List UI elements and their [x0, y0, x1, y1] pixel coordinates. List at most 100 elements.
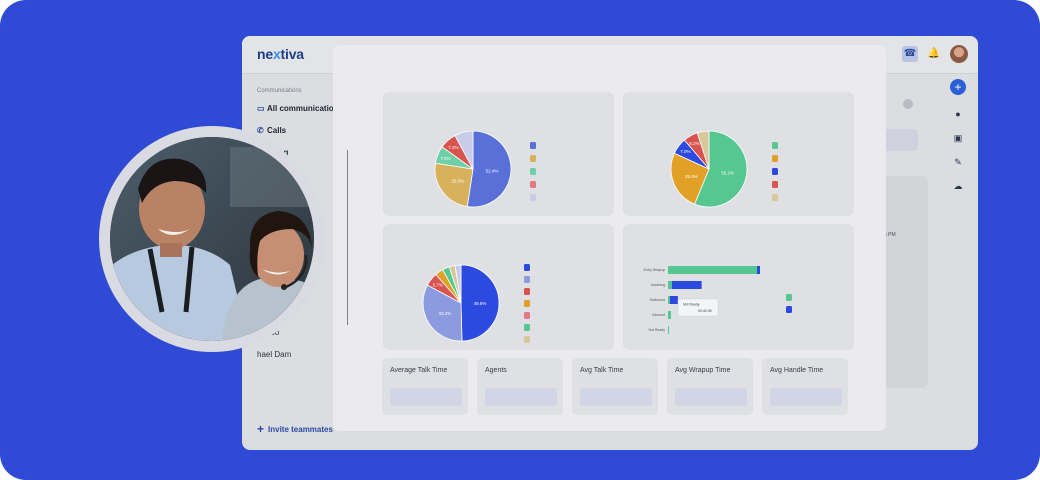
stat-card-avg-wrapup-time: Avg Wrapup Time: [667, 358, 753, 415]
pie-slice[interactable]: [454, 130, 474, 170]
divider: [347, 150, 348, 325]
bar-category-label: Entry Wrapup: [644, 268, 665, 272]
tooltip: [677, 298, 719, 317]
bar-segment-blue[interactable]: [669, 296, 678, 304]
legend-swatch[interactable]: [524, 300, 530, 307]
plus-icon: +: [257, 422, 265, 436]
tooltip-title: Not Ready: [683, 303, 700, 307]
bar-segment-blue[interactable]: [671, 281, 702, 289]
slice-label: 52.4%: [486, 168, 499, 173]
attachment-icon[interactable]: ✎: [954, 157, 962, 167]
legend-swatch[interactable]: [772, 168, 778, 175]
bar-category-label: Not Ready: [648, 328, 665, 332]
stat-value-placeholder: [390, 388, 462, 406]
pie-card-2: 56.2% 25.6% 7.0% 6.2%: [623, 92, 854, 216]
slice-label: 25.0%: [451, 178, 464, 183]
avatar[interactable]: [950, 45, 968, 63]
legend-swatch[interactable]: [530, 181, 536, 188]
legend-swatch[interactable]: [530, 155, 536, 162]
add-button[interactable]: +: [950, 79, 966, 95]
legend-swatch[interactable]: [530, 194, 536, 201]
pie-slice[interactable]: [696, 130, 710, 170]
sidebar-item-calls[interactable]: ✆ Calls: [257, 126, 287, 135]
stat-label: Average Talk Time: [390, 367, 448, 374]
placeholder-pill: [882, 129, 918, 151]
stat-value-placeholder: [580, 388, 652, 406]
user-icon[interactable]: ●: [955, 109, 961, 119]
pie-slice[interactable]: [694, 130, 748, 208]
phone-icon: ✆: [257, 126, 264, 135]
stat-label: Agents: [485, 367, 507, 374]
legend-swatch[interactable]: [772, 155, 778, 162]
sidebar-item-all-communications[interactable]: ▭ All communication: [257, 104, 339, 113]
pie-card-1: 52.4% 25.0% 7.5% 7.2%: [383, 92, 614, 216]
bell-icon[interactable]: 🔔: [927, 48, 941, 59]
bar-segment-green[interactable]: [668, 296, 670, 304]
background-card: [882, 176, 928, 388]
stat-card-agents: Agents: [477, 358, 563, 415]
stat-value-placeholder: [770, 388, 842, 406]
legend-swatch[interactable]: [524, 312, 530, 319]
tooltip-value: 00:42:05: [698, 309, 712, 313]
status-dot: [903, 99, 913, 109]
stat-card-avg-talk-time: Avg Talk Time: [572, 358, 658, 415]
timestamp: 5 PM: [884, 232, 896, 238]
stat-value-placeholder: [675, 388, 747, 406]
pie-slice[interactable]: [434, 162, 474, 208]
stat-label: Avg Talk Time: [580, 367, 624, 374]
legend-swatch[interactable]: [524, 288, 530, 295]
calendar-icon[interactable]: ▣: [953, 133, 963, 143]
legend-swatch[interactable]: [530, 142, 536, 149]
legend-swatch[interactable]: [772, 181, 778, 188]
pie-chart-1: 52.4% 25.0% 7.5% 7.2%: [434, 130, 536, 208]
bar-segment-green[interactable]: [668, 311, 671, 319]
legend-swatch[interactable]: [524, 264, 530, 271]
legend-swatch[interactable]: [772, 194, 778, 201]
legend-swatch[interactable]: [524, 276, 530, 283]
slice-label: 49.6%: [474, 301, 487, 306]
cloud-icon[interactable]: ☁: [953, 181, 963, 191]
pie-slice[interactable]: [422, 284, 463, 342]
slice-label: 7.5%: [440, 156, 450, 161]
nextiva-logo[interactable]: nextiva: [257, 46, 304, 62]
agents-illustration: [110, 137, 314, 341]
pie-slice[interactable]: [466, 130, 512, 208]
bar-segment-green[interactable]: [668, 281, 672, 289]
legend-swatch[interactable]: [530, 168, 536, 175]
pie-slice[interactable]: [670, 152, 710, 205]
sidebar-section-label: Communications: [257, 88, 302, 94]
right-rail: + ● ▣ ✎ ☁: [942, 74, 978, 450]
pie-slice[interactable]: [460, 264, 500, 342]
phone-icon[interactable]: ☎: [902, 46, 918, 62]
bar-segment-green[interactable]: [668, 266, 758, 274]
pie-chart-2: 56.2% 25.6% 7.0% 6.2%: [670, 130, 778, 208]
inbox-icon: ▭: [257, 104, 265, 113]
stat-value-placeholder: [485, 388, 557, 406]
pie-card-3: 49.6% 33.2% 5.7%: [383, 224, 614, 350]
bar-chart: Entry Wrapup Incoming Outbound Inbound Not R…: [644, 266, 792, 334]
bar-segment-blue[interactable]: [757, 266, 760, 274]
legend-swatch[interactable]: [524, 336, 530, 343]
legend-swatch[interactable]: [524, 324, 530, 331]
legend-swatch[interactable]: [786, 306, 792, 313]
pie-chart-3: 49.6% 33.2% 5.7%: [422, 264, 530, 343]
bar-segment-green[interactable]: [668, 326, 669, 334]
invite-teammates-button[interactable]: + Invite teammates: [257, 422, 333, 436]
legend-swatch[interactable]: [772, 142, 778, 149]
contact-item[interactable]: hael Dam: [257, 350, 292, 359]
bar-category-label: Incoming: [651, 283, 665, 287]
bar-card: Entry Wrapup Incoming Outbound Inbound Not R…: [623, 224, 854, 350]
slice-label: 7.0%: [680, 149, 690, 154]
slice-label: 5.7%: [433, 283, 443, 288]
slice-label: 6.2%: [689, 141, 699, 146]
legend-swatch[interactable]: [786, 294, 792, 301]
stat-card-avg-handle-time: Avg Handle Time: [762, 358, 848, 415]
pie-slice[interactable]: [454, 264, 462, 304]
slice-label: 7.2%: [448, 145, 458, 150]
dashboard-panel: 52.4% 25.0% 7.5% 7.2% 56.2% 25.6% 7.0% 6.2% 49…: [333, 45, 886, 431]
stat-label: Avg Handle Time: [770, 367, 824, 374]
bar-category-label: Inbound: [652, 313, 665, 317]
stat-label: Avg Wrapup Time: [675, 367, 731, 374]
slice-label: 33.2%: [438, 311, 451, 316]
